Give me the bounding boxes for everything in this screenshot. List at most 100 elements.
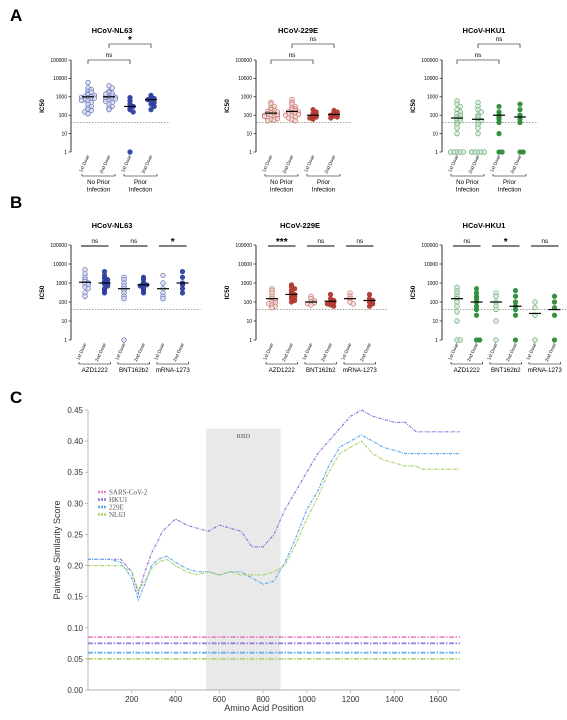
data-point bbox=[179, 274, 186, 280]
data-point bbox=[160, 272, 166, 279]
c-x-tick-label: 400 bbox=[169, 695, 183, 704]
data-point bbox=[265, 118, 271, 124]
data-point bbox=[454, 125, 460, 131]
c-y-tick-label: 0.05 bbox=[67, 655, 83, 664]
data-point bbox=[88, 89, 94, 95]
x-category-label: 2nd Dose bbox=[282, 154, 295, 174]
data-point bbox=[517, 101, 523, 107]
significance-label: *** bbox=[276, 237, 288, 248]
data-point bbox=[105, 283, 111, 289]
significance-label: ns bbox=[106, 52, 114, 59]
x-category-label: 2nd Dose bbox=[320, 342, 333, 362]
data-point bbox=[88, 107, 94, 114]
group-bracket bbox=[528, 362, 561, 365]
series-line-nl63 bbox=[88, 440, 460, 592]
panel-letter-b: B bbox=[10, 193, 22, 212]
group-bracket bbox=[306, 174, 341, 177]
data-point bbox=[496, 103, 502, 110]
y-tick-label: 1000 bbox=[56, 95, 67, 101]
data-point bbox=[366, 303, 373, 309]
group-bracket bbox=[304, 362, 337, 365]
group-label: Prior Infection bbox=[129, 179, 153, 194]
significance-label: * bbox=[171, 237, 175, 248]
x-category-label: 1st Dose bbox=[114, 342, 126, 361]
y-tick-label: 10000 bbox=[424, 262, 438, 268]
c-y-tick-label: 0.45 bbox=[67, 406, 83, 415]
y-tick-label: 100 bbox=[59, 113, 68, 119]
panel-title: HCoV-NL63 bbox=[92, 221, 133, 230]
data-point bbox=[512, 306, 519, 313]
data-point bbox=[262, 113, 268, 120]
data-point bbox=[475, 131, 481, 137]
y-tick-label: 100000 bbox=[50, 243, 67, 249]
y-tick-label: 100 bbox=[430, 300, 439, 306]
c-y-tick-label: 0.00 bbox=[67, 686, 83, 695]
comparison-bracket bbox=[477, 43, 521, 48]
x-category-label: 2nd Dose bbox=[172, 342, 185, 362]
scatter-panel-a3: HCoV-HKU1 IC50 1 10 100 1000 10000 100000 1st Do… bbox=[410, 26, 538, 194]
data-point bbox=[499, 149, 505, 155]
data-point bbox=[454, 131, 460, 137]
data-point bbox=[328, 115, 334, 121]
scatter-panel-a2: HCoV-229E IC50 1 10 100 1000 10000 100000 1st Do… bbox=[224, 26, 352, 194]
data-point bbox=[493, 318, 499, 324]
c-y-tick-label: 0.35 bbox=[67, 468, 83, 477]
data-point bbox=[288, 299, 295, 305]
data-point bbox=[512, 287, 519, 294]
data-point bbox=[477, 337, 483, 343]
data-point bbox=[292, 118, 298, 124]
group-label: AZD1222 bbox=[269, 367, 296, 374]
y-tick-label: 100000 bbox=[235, 58, 252, 64]
significance-label: ns bbox=[356, 238, 364, 245]
data-point bbox=[532, 299, 538, 305]
y-tick-label: 100 bbox=[59, 300, 68, 306]
c-x-tick-label: 1000 bbox=[298, 695, 316, 704]
x-category-label: 2nd Dose bbox=[544, 342, 557, 362]
data-point bbox=[269, 305, 275, 311]
data-point bbox=[512, 337, 519, 343]
y-tick-label: 100000 bbox=[421, 243, 438, 249]
group-label: No Prior Infection bbox=[87, 179, 111, 194]
panel-letter-a: A bbox=[10, 6, 22, 25]
y-tick-label: 100000 bbox=[421, 58, 438, 64]
y-tick-label: 10000 bbox=[53, 262, 67, 268]
x-category-label: 1st Dose bbox=[301, 342, 313, 361]
data-point bbox=[366, 291, 373, 298]
significance-label: ns bbox=[463, 238, 471, 245]
data-point bbox=[512, 299, 519, 305]
data-point bbox=[454, 303, 460, 309]
group-label: AZD1222 bbox=[82, 367, 109, 374]
y-tick-label: 10 bbox=[432, 131, 438, 137]
data-point bbox=[481, 149, 488, 155]
data-point bbox=[551, 337, 558, 343]
x-category-label: 2nd Dose bbox=[99, 154, 112, 174]
group-label: mRNA-1273 bbox=[528, 367, 563, 374]
data-point bbox=[532, 305, 538, 311]
x-category-label: 2nd Dose bbox=[94, 342, 107, 362]
data-point bbox=[112, 96, 118, 102]
y-tick-label: 100 bbox=[244, 113, 253, 119]
group-label: BNT162b2 bbox=[491, 367, 521, 374]
data-point bbox=[148, 107, 154, 113]
y-axis-label: IC50 bbox=[410, 285, 417, 299]
group-bracket bbox=[81, 174, 116, 177]
data-point bbox=[283, 112, 289, 118]
data-point bbox=[496, 131, 502, 137]
data-point bbox=[512, 312, 519, 318]
data-point bbox=[85, 286, 91, 292]
comparison-bracket bbox=[456, 59, 500, 64]
series-line-229e bbox=[88, 434, 460, 602]
y-tick-label: 10000 bbox=[238, 76, 252, 82]
group-label: mRNA-1273 bbox=[343, 367, 378, 374]
legend-label: HKU1 bbox=[109, 496, 128, 504]
panel-letter-c: C bbox=[10, 388, 22, 407]
x-category-label: 2nd Dose bbox=[324, 154, 337, 174]
x-category-label: 2nd Dose bbox=[468, 154, 481, 174]
data-point bbox=[151, 103, 157, 110]
data-point bbox=[473, 286, 480, 292]
data-point bbox=[493, 337, 499, 343]
group-bracket bbox=[156, 362, 189, 365]
significance-label: ns bbox=[310, 36, 318, 43]
y-tick-label: 10 bbox=[246, 319, 252, 325]
x-category-label: 2nd Dose bbox=[133, 342, 146, 362]
